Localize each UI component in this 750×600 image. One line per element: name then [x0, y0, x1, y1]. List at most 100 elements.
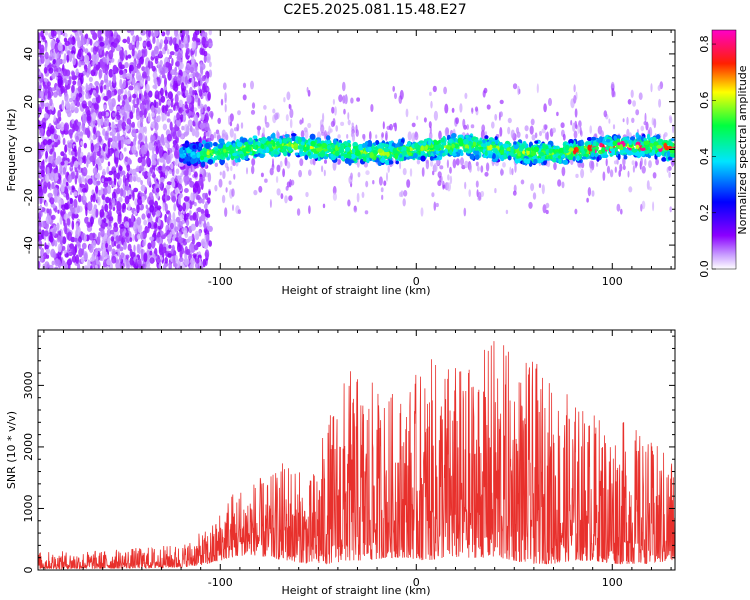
heatmap-cell [94, 92, 99, 98]
heatmap-cell [446, 159, 449, 169]
heatmap-cell [81, 174, 85, 183]
heatmap-cell [166, 48, 170, 55]
heatmap-cell [572, 122, 576, 132]
heatmap-cell [347, 112, 350, 121]
heatmap-cell [64, 223, 68, 232]
heatmap-cell [202, 193, 206, 200]
heatmap-cell [181, 34, 184, 41]
heatmap-cell [350, 97, 354, 104]
heatmap-cell [437, 180, 442, 187]
heatmap-cell [166, 187, 170, 196]
heatmap-cell [111, 128, 116, 136]
heatmap-cell [83, 142, 88, 149]
heatmap-cell [512, 83, 518, 90]
heatmap-cell [147, 112, 151, 123]
heatmap-cell [80, 256, 85, 263]
heatmap-cell [351, 125, 355, 132]
heatmap-cell [296, 208, 301, 216]
heatmap-cell [70, 90, 77, 101]
heatmap-cell [362, 133, 366, 140]
heatmap-cell [166, 181, 172, 186]
heatmap-cell [43, 103, 49, 107]
heatmap-cell [62, 59, 66, 64]
heatmap-cell [193, 81, 199, 87]
heatmap-cell [119, 246, 124, 252]
heatmap-cell [194, 202, 197, 207]
heatmap-cell [663, 132, 668, 137]
heatmap-cell [155, 187, 160, 193]
heatmap-cell [68, 75, 72, 86]
heatmap-cell [151, 153, 156, 163]
heatmap-cell [150, 135, 154, 141]
heatmap-cell [99, 36, 102, 42]
heatmap-cell [137, 258, 142, 268]
heatmap-cell [54, 172, 59, 182]
heatmap-cell [108, 68, 114, 78]
heatmap-cell [125, 55, 128, 61]
heatmap-cell [109, 229, 115, 235]
heatmap-cell [75, 68, 79, 77]
heatmap-cell [206, 87, 210, 92]
heatmap-cell [83, 155, 87, 165]
heatmap-cell [78, 175, 82, 184]
heatmap-cell [140, 56, 144, 65]
heatmap-cell [666, 167, 669, 173]
heatmap-cell [122, 38, 128, 44]
heatmap-cell [191, 41, 195, 51]
heatmap-cell [240, 122, 244, 129]
heatmap-cell [95, 256, 99, 265]
heatmap-cell [222, 82, 227, 90]
heatmap-cell [92, 193, 96, 203]
heatmap-cell [69, 206, 75, 213]
heatmap-cell [432, 170, 435, 176]
heatmap-cell [627, 99, 632, 105]
heatmap-cell [197, 254, 202, 260]
heatmap-cell [77, 152, 81, 163]
heatmap-cell [111, 97, 116, 108]
heatmap-cell [80, 36, 84, 45]
heatmap-cell [97, 117, 101, 128]
heatmap-cell [512, 190, 517, 196]
heatmap-cell [217, 117, 221, 124]
heatmap-cell [45, 150, 49, 159]
heatmap-cell [88, 243, 94, 253]
heatmap-cell [53, 133, 59, 140]
heatmap-cell [119, 70, 124, 75]
heatmap-cell [145, 204, 148, 210]
heatmap-cell [63, 202, 69, 210]
heatmap-cell [587, 187, 592, 197]
heatmap-cell [52, 228, 56, 236]
heatmap-cell [71, 220, 75, 231]
heatmap-cell [119, 187, 124, 197]
heatmap-cell [125, 232, 130, 237]
heatmap-cell [130, 30, 135, 36]
heatmap-cell [440, 175, 443, 183]
heatmap-cell [393, 122, 396, 128]
heatmap-cell [138, 89, 143, 94]
heatmap-cell [141, 196, 145, 203]
heatmap-cell [168, 261, 172, 269]
heatmap-cell [42, 122, 46, 130]
heatmap-cell [76, 170, 79, 179]
heatmap-cell [484, 171, 489, 177]
heatmap-cell [264, 178, 268, 183]
heatmap-cell [174, 93, 179, 104]
heatmap-cell [73, 237, 78, 242]
heatmap-cell [103, 217, 107, 224]
heatmap-cell [172, 140, 177, 146]
heatmap-cell [407, 131, 412, 141]
heatmap-cell [131, 48, 135, 57]
heatmap-cell [166, 112, 170, 117]
heatmap-cell [147, 213, 151, 219]
heatmap-cell [175, 254, 178, 263]
heatmap-cell [165, 30, 170, 36]
heatmap-cell [139, 192, 145, 197]
heatmap-cell [105, 37, 109, 46]
heatmap-cell [162, 123, 168, 131]
heatmap-cell [77, 38, 81, 49]
heatmap-cell [129, 248, 133, 258]
heatmap-cell [499, 99, 504, 105]
heatmap-cell [140, 179, 144, 186]
heatmap-cell [156, 258, 162, 264]
heatmap-cell [64, 144, 68, 153]
